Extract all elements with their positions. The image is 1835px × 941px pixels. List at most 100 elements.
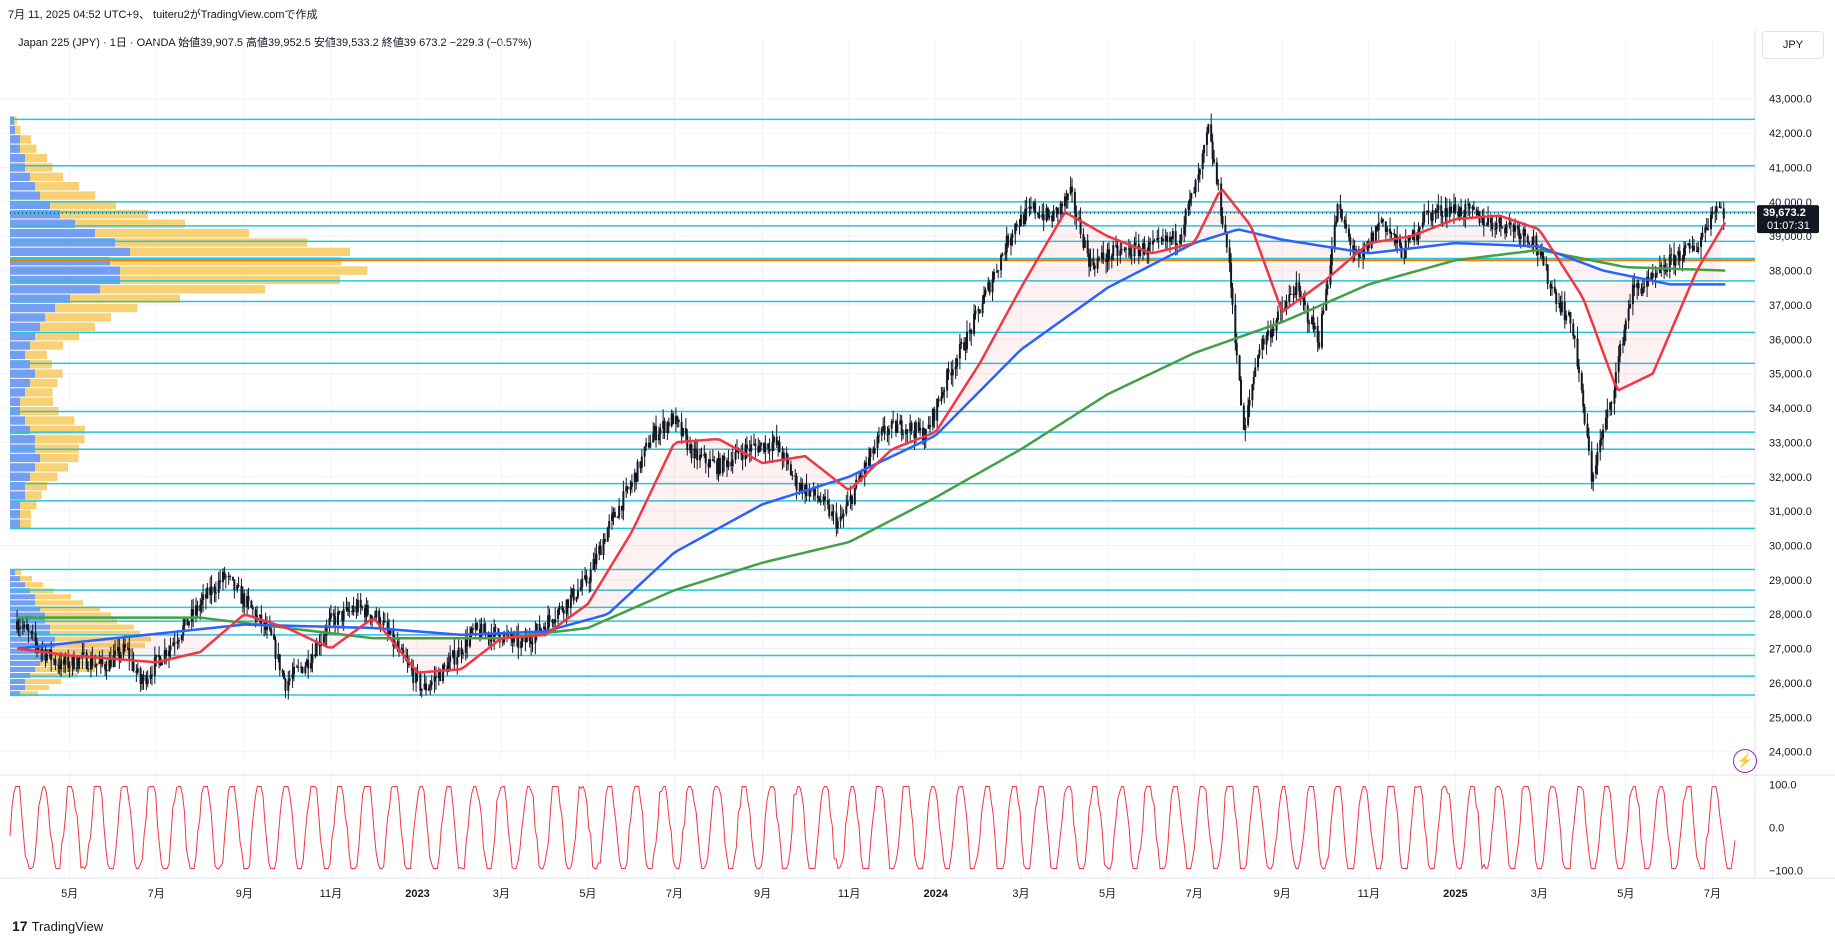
candle-body [1116,245,1119,256]
candle-body [611,514,614,522]
candle-body [723,455,726,461]
candle-body [1061,203,1064,207]
price-tick-label: 30,000.0 [1769,540,1812,552]
candle-body [41,649,44,651]
candle-body [67,656,70,668]
candle-body [887,428,890,435]
volume-profile-bar-down [40,660,112,666]
candle-body [1572,323,1575,336]
candle-body [1100,252,1103,259]
candle-body [1650,273,1653,280]
candle-body [176,641,179,644]
volume-profile-bar-down [25,163,53,172]
volume-profile-bar-up [10,153,25,163]
candle-body [826,499,829,505]
candle-body [745,444,748,449]
candle-body [1151,240,1154,245]
candle-body [978,309,981,314]
candle-body [1363,249,1366,251]
candle-body [415,670,418,684]
candle-body [1266,330,1269,336]
volume-profile-bar-up [10,606,40,612]
candle-body [297,666,300,668]
candle-body [682,428,685,436]
candle-body [1450,206,1453,213]
candle-body [647,442,650,448]
candle-body [704,453,707,464]
volume-profile-bar-up [10,275,120,285]
price-tick-label: 29,000.0 [1769,575,1812,587]
candle-body [588,582,591,584]
candle-body [552,622,555,624]
candle-body [1134,242,1137,244]
candle-body [281,670,284,674]
candle-body [1714,211,1717,213]
candle-body [1257,355,1260,368]
time-tick-label: 11月 [320,888,342,900]
candle-body [1201,153,1204,170]
candle-body [223,571,226,578]
candle-body [1700,237,1703,247]
time-tick-label: 2023 [405,888,429,900]
candle-body [1079,218,1082,235]
candle-body [789,464,792,476]
candle-body [1678,251,1681,261]
candle-body [1025,208,1028,210]
candle-body [913,430,916,438]
candle-body [227,576,230,578]
candle-body [921,427,924,443]
candle-body [361,607,364,609]
candle-body [1586,423,1589,437]
time-tick-label: 5月 [1617,888,1634,900]
candle-body [1176,243,1179,245]
price-badge-value: 39,673.2 [1763,207,1806,219]
candle-body [598,545,601,554]
currency-button[interactable]: JPY [1762,31,1824,59]
candle-body [988,282,991,293]
candle-body [1340,209,1343,221]
candle-body [1045,208,1048,221]
candle-body [149,674,152,679]
candle-body [1224,224,1227,234]
candle-body [1637,283,1640,289]
volume-profile-bar-up [10,360,30,369]
candle-body [1112,245,1115,257]
lightning-icon[interactable]: ⚡ [1733,749,1757,773]
candle-body [1624,320,1627,330]
candle-body [1614,372,1617,390]
candle-body [1613,389,1616,404]
candle-body [1408,236,1411,240]
candle-body [741,454,744,460]
candle-body [764,443,767,452]
candle-body [1592,473,1595,482]
candle-body [1262,338,1265,345]
candle-body [589,570,592,583]
volume-profile-bar-down [120,275,340,285]
candle-body [1352,245,1355,252]
candle-body [940,396,943,402]
candle-body [1180,234,1183,241]
volume-profile-bar-up [10,491,25,500]
candle-body [1235,343,1238,356]
candle-body [1234,304,1237,344]
candle-body [1188,198,1191,204]
time-tick-label: 5月 [61,888,78,900]
volume-profile-bar-down [25,481,47,491]
candle-body [1261,338,1264,350]
candle-body [1542,255,1545,266]
candle-body [608,521,611,528]
chart-header-text: 7月 11, 2025 04:52 UTC+9、 tuiteru2がTradin… [8,9,318,21]
candle-body [483,623,486,634]
candle-body [437,672,440,679]
candle-body [1265,335,1268,345]
symbol-legend[interactable]: Japan 225 (JPY) · 1日 · OANDA 始値39,907.5 … [18,37,532,49]
candle-body [954,366,957,370]
candle-body [1326,284,1329,290]
candle-body [1244,425,1247,431]
candle-body [542,626,545,629]
candle-body [1311,317,1314,325]
candle-body [1225,233,1228,248]
candle-body [419,673,422,691]
volume-profile-bar-up [10,144,20,153]
